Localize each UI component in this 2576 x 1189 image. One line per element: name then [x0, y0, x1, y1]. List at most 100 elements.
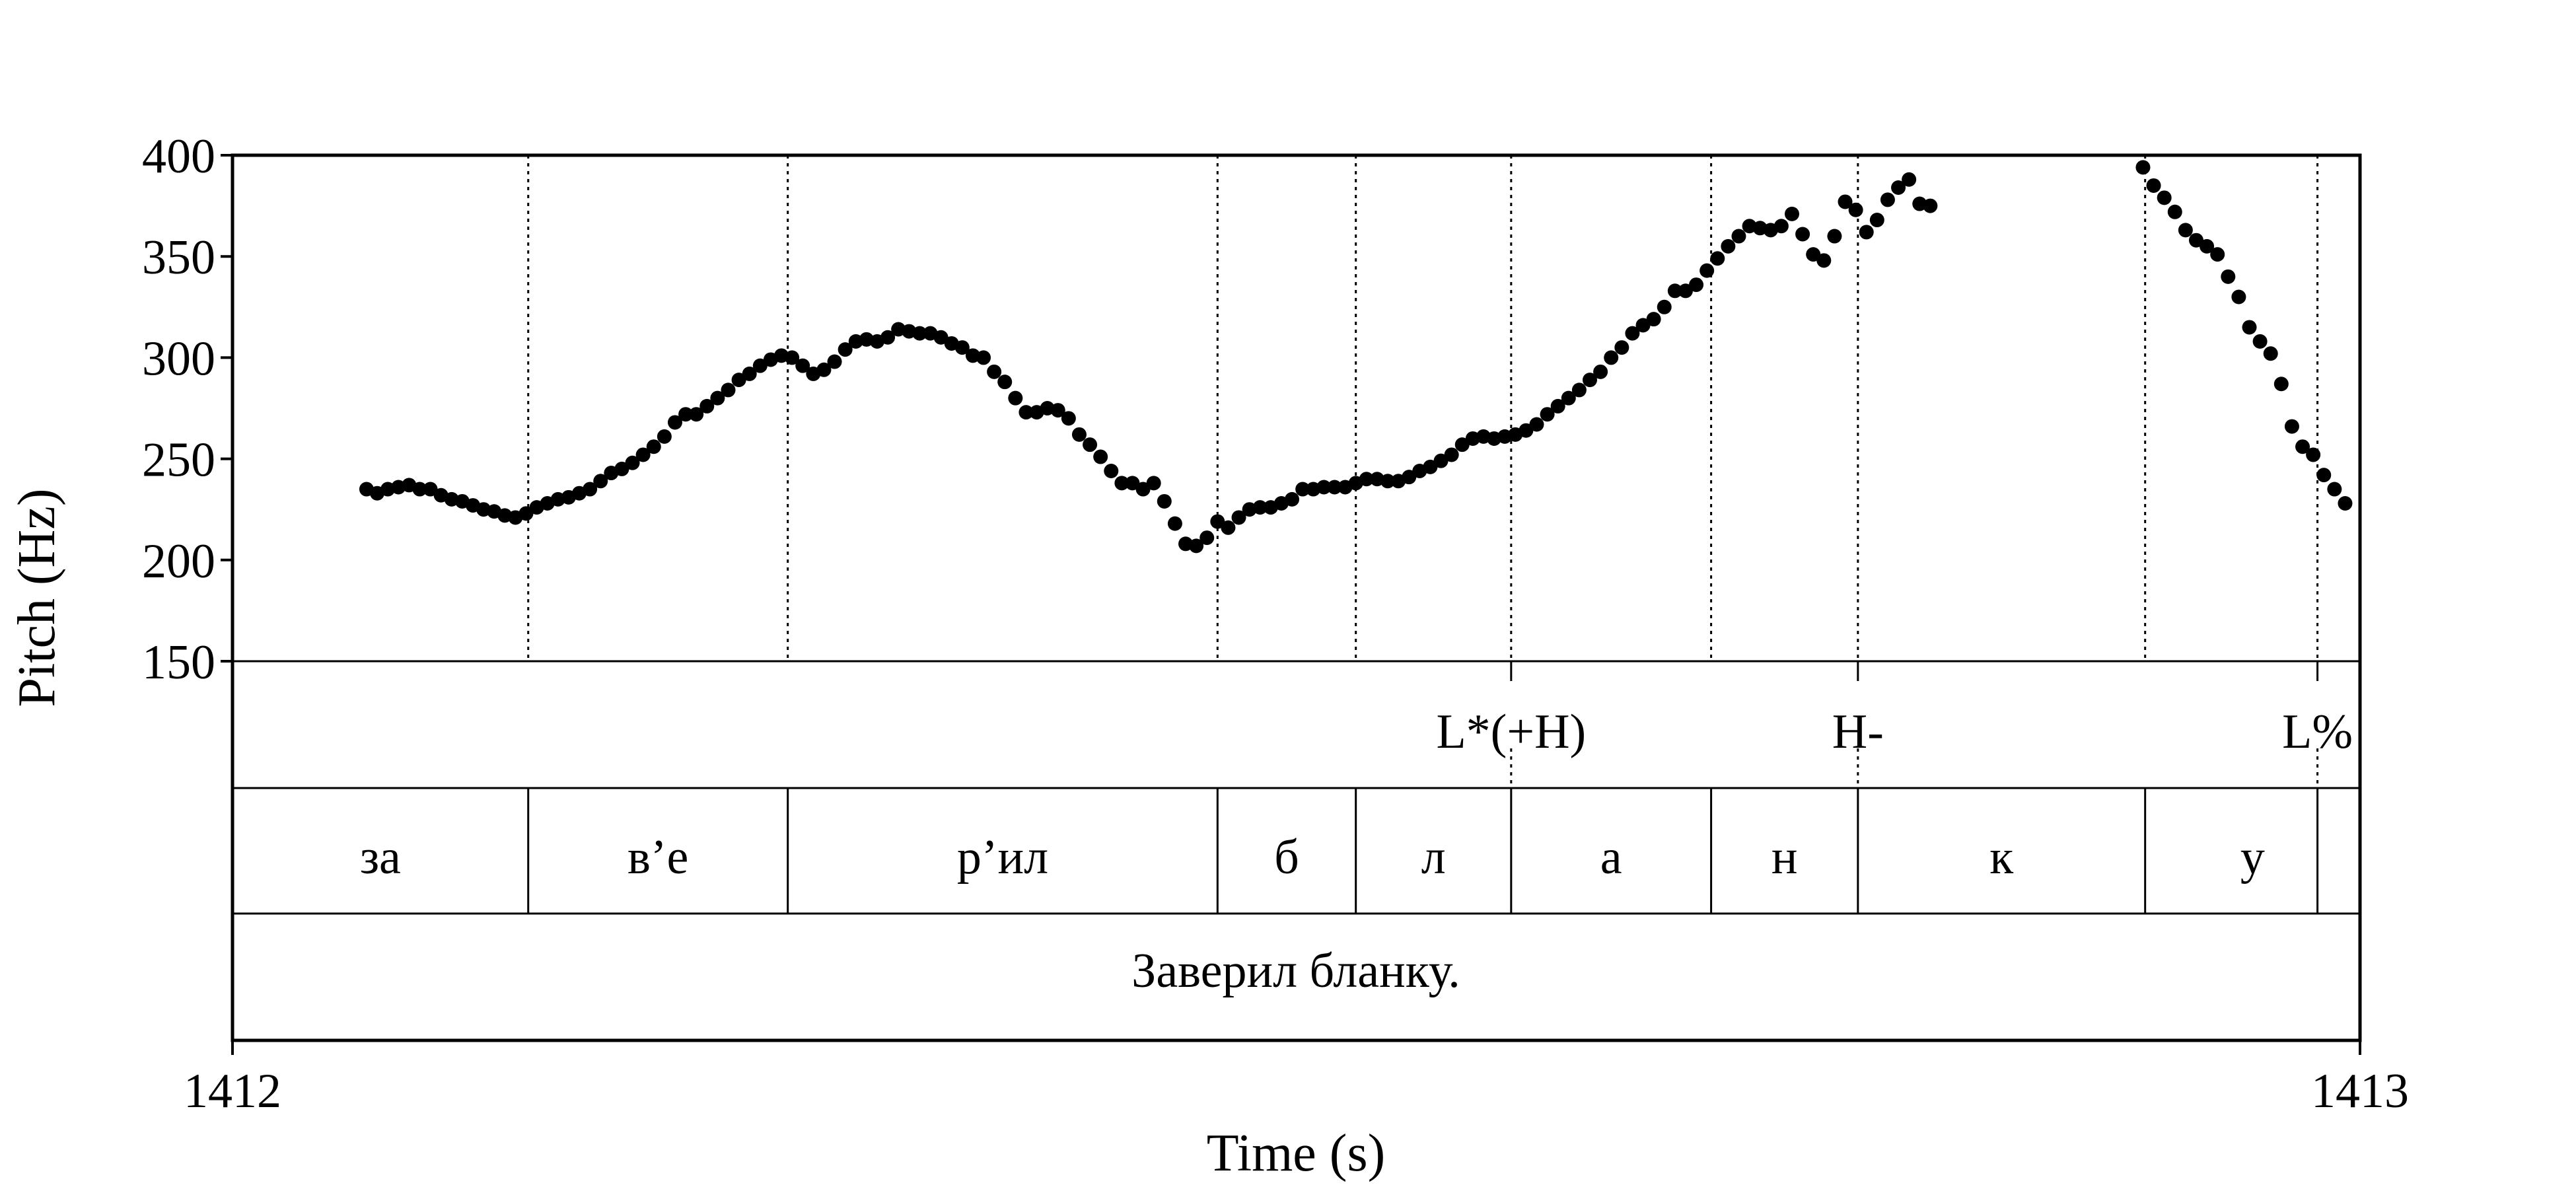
pitch-point-122: [1657, 299, 1672, 314]
pitch-point-143: [1880, 192, 1895, 207]
pitch-point-32: [699, 398, 715, 414]
pitch-point-126: [1699, 263, 1715, 278]
pitch-point-75: [1157, 493, 1172, 509]
pitch-point-139: [1838, 194, 1853, 209]
pitch-point-52: [912, 326, 927, 341]
tone-label-1: H-: [1832, 705, 1884, 759]
pitch-point-81: [1221, 520, 1236, 535]
pitch-point-37: [752, 358, 768, 373]
pitch-point-28: [657, 429, 672, 444]
pitch-point-157: [2231, 289, 2246, 305]
pitch-point-34: [721, 382, 736, 398]
segment-label-4: л: [1421, 830, 1446, 884]
pitch-point-59: [987, 364, 1002, 379]
pitch-point-156: [2221, 269, 2236, 284]
pitch-point-102: [1444, 447, 1459, 462]
pitch-point-140: [1848, 202, 1863, 217]
pitch-point-70: [1104, 463, 1119, 478]
pitch-point-15: [519, 506, 534, 521]
pitch-point-158: [2242, 320, 2257, 335]
pitch-point-49: [880, 330, 896, 345]
pitch-point-160: [2263, 346, 2278, 361]
pitch-point-129: [1731, 229, 1746, 244]
pitch-point-113: [1561, 390, 1576, 406]
pitch-point-148: [2135, 160, 2151, 175]
pitch-point-164: [2306, 447, 2321, 462]
x-axis-label: Time (s): [1207, 1124, 1385, 1182]
pitch-point-155: [2210, 247, 2225, 262]
pitch-point-65: [1050, 403, 1065, 418]
pitch-point-127: [1710, 251, 1725, 266]
pitch-point-60: [997, 375, 1013, 390]
pitch-point-167: [2338, 496, 2353, 511]
pitch-point-78: [1189, 538, 1204, 554]
pitch-point-162: [2284, 419, 2299, 434]
chart-frame: [231, 153, 2362, 1042]
segment-tier: за в’е р’ил б л а н к у: [360, 830, 2265, 884]
pitch-point-98: [1402, 470, 1417, 485]
pitch-point-74: [1146, 476, 1161, 491]
pitch-point-91: [1327, 480, 1342, 495]
pitch-point-110: [1529, 417, 1544, 432]
utterance-label: Заверил бланку.: [1131, 944, 1460, 998]
pitch-point-138: [1827, 229, 1842, 244]
segment-label-0: за: [360, 830, 401, 884]
pitch-point-80: [1210, 514, 1225, 529]
y-tick-label-350: 350: [142, 231, 215, 285]
segment-label-6: н: [1771, 830, 1798, 884]
pitch-point-135: [1795, 227, 1810, 242]
tone-label-0: L*(+H): [1436, 705, 1586, 759]
pitch-point-41: [795, 358, 810, 373]
segment-boundaries: [527, 155, 2319, 914]
pitch-point-134: [1784, 206, 1799, 221]
pitch-point-94: [1359, 472, 1374, 487]
pitch-point-144: [1891, 180, 1906, 196]
y-tick-label-300: 300: [142, 332, 215, 386]
pitch-point-163: [2295, 439, 2310, 454]
y-tick-label-400: 400: [142, 129, 215, 184]
pitch-point-101: [1433, 453, 1449, 468]
segment-label-7: к: [1989, 830, 2014, 884]
pitch-point-24: [614, 461, 629, 476]
y-axis-label: Pitch (Hz): [8, 488, 66, 707]
pitch-point-96: [1380, 474, 1396, 489]
segment-label-3: б: [1274, 830, 1299, 884]
pitch-point-154: [2200, 238, 2215, 254]
pitch-point-82: [1231, 510, 1246, 525]
pitch-point-120: [1635, 318, 1651, 333]
pitch-point-30: [678, 407, 694, 422]
pitch-point-103: [1454, 437, 1470, 452]
pitch-point-36: [742, 366, 757, 381]
x-tick-label-end: 1413: [2311, 1064, 2409, 1118]
pitch-point-61: [1008, 390, 1023, 406]
pitch-point-87: [1285, 491, 1300, 507]
pitch-point-147: [1923, 198, 1938, 213]
pitch-point-62: [1019, 405, 1034, 420]
pitch-point-6: [423, 482, 438, 497]
pitch-point-121: [1646, 312, 1661, 327]
y-tick-label-150: 150: [142, 635, 215, 690]
segment-label-5: а: [1600, 830, 1622, 884]
pitch-point-25: [625, 455, 640, 470]
pitch-point-136: [1806, 247, 1821, 262]
pitch-point-40: [785, 350, 800, 365]
segment-label-8: у: [2240, 830, 2265, 884]
pitch-point-54: [933, 330, 948, 345]
pitch-point-118: [1614, 340, 1629, 355]
pitch-point-152: [2178, 223, 2193, 238]
tone-tier: L*(+H) H- L%: [1436, 661, 2353, 788]
pitch-point-141: [1859, 225, 1874, 240]
pitch-point-145: [1902, 172, 1917, 187]
pitch-point-68: [1083, 437, 1098, 452]
pitch-points: [359, 160, 2353, 554]
y-tick-label-250: 250: [142, 433, 215, 487]
pitch-point-71: [1114, 476, 1129, 491]
pitch-point-149: [2146, 178, 2161, 193]
pitch-point-45: [838, 342, 853, 357]
segment-label-2: р’ил: [957, 830, 1048, 884]
pitch-point-22: [593, 474, 608, 489]
pitch-point-84: [1252, 500, 1268, 515]
pitch-point-124: [1678, 283, 1693, 299]
